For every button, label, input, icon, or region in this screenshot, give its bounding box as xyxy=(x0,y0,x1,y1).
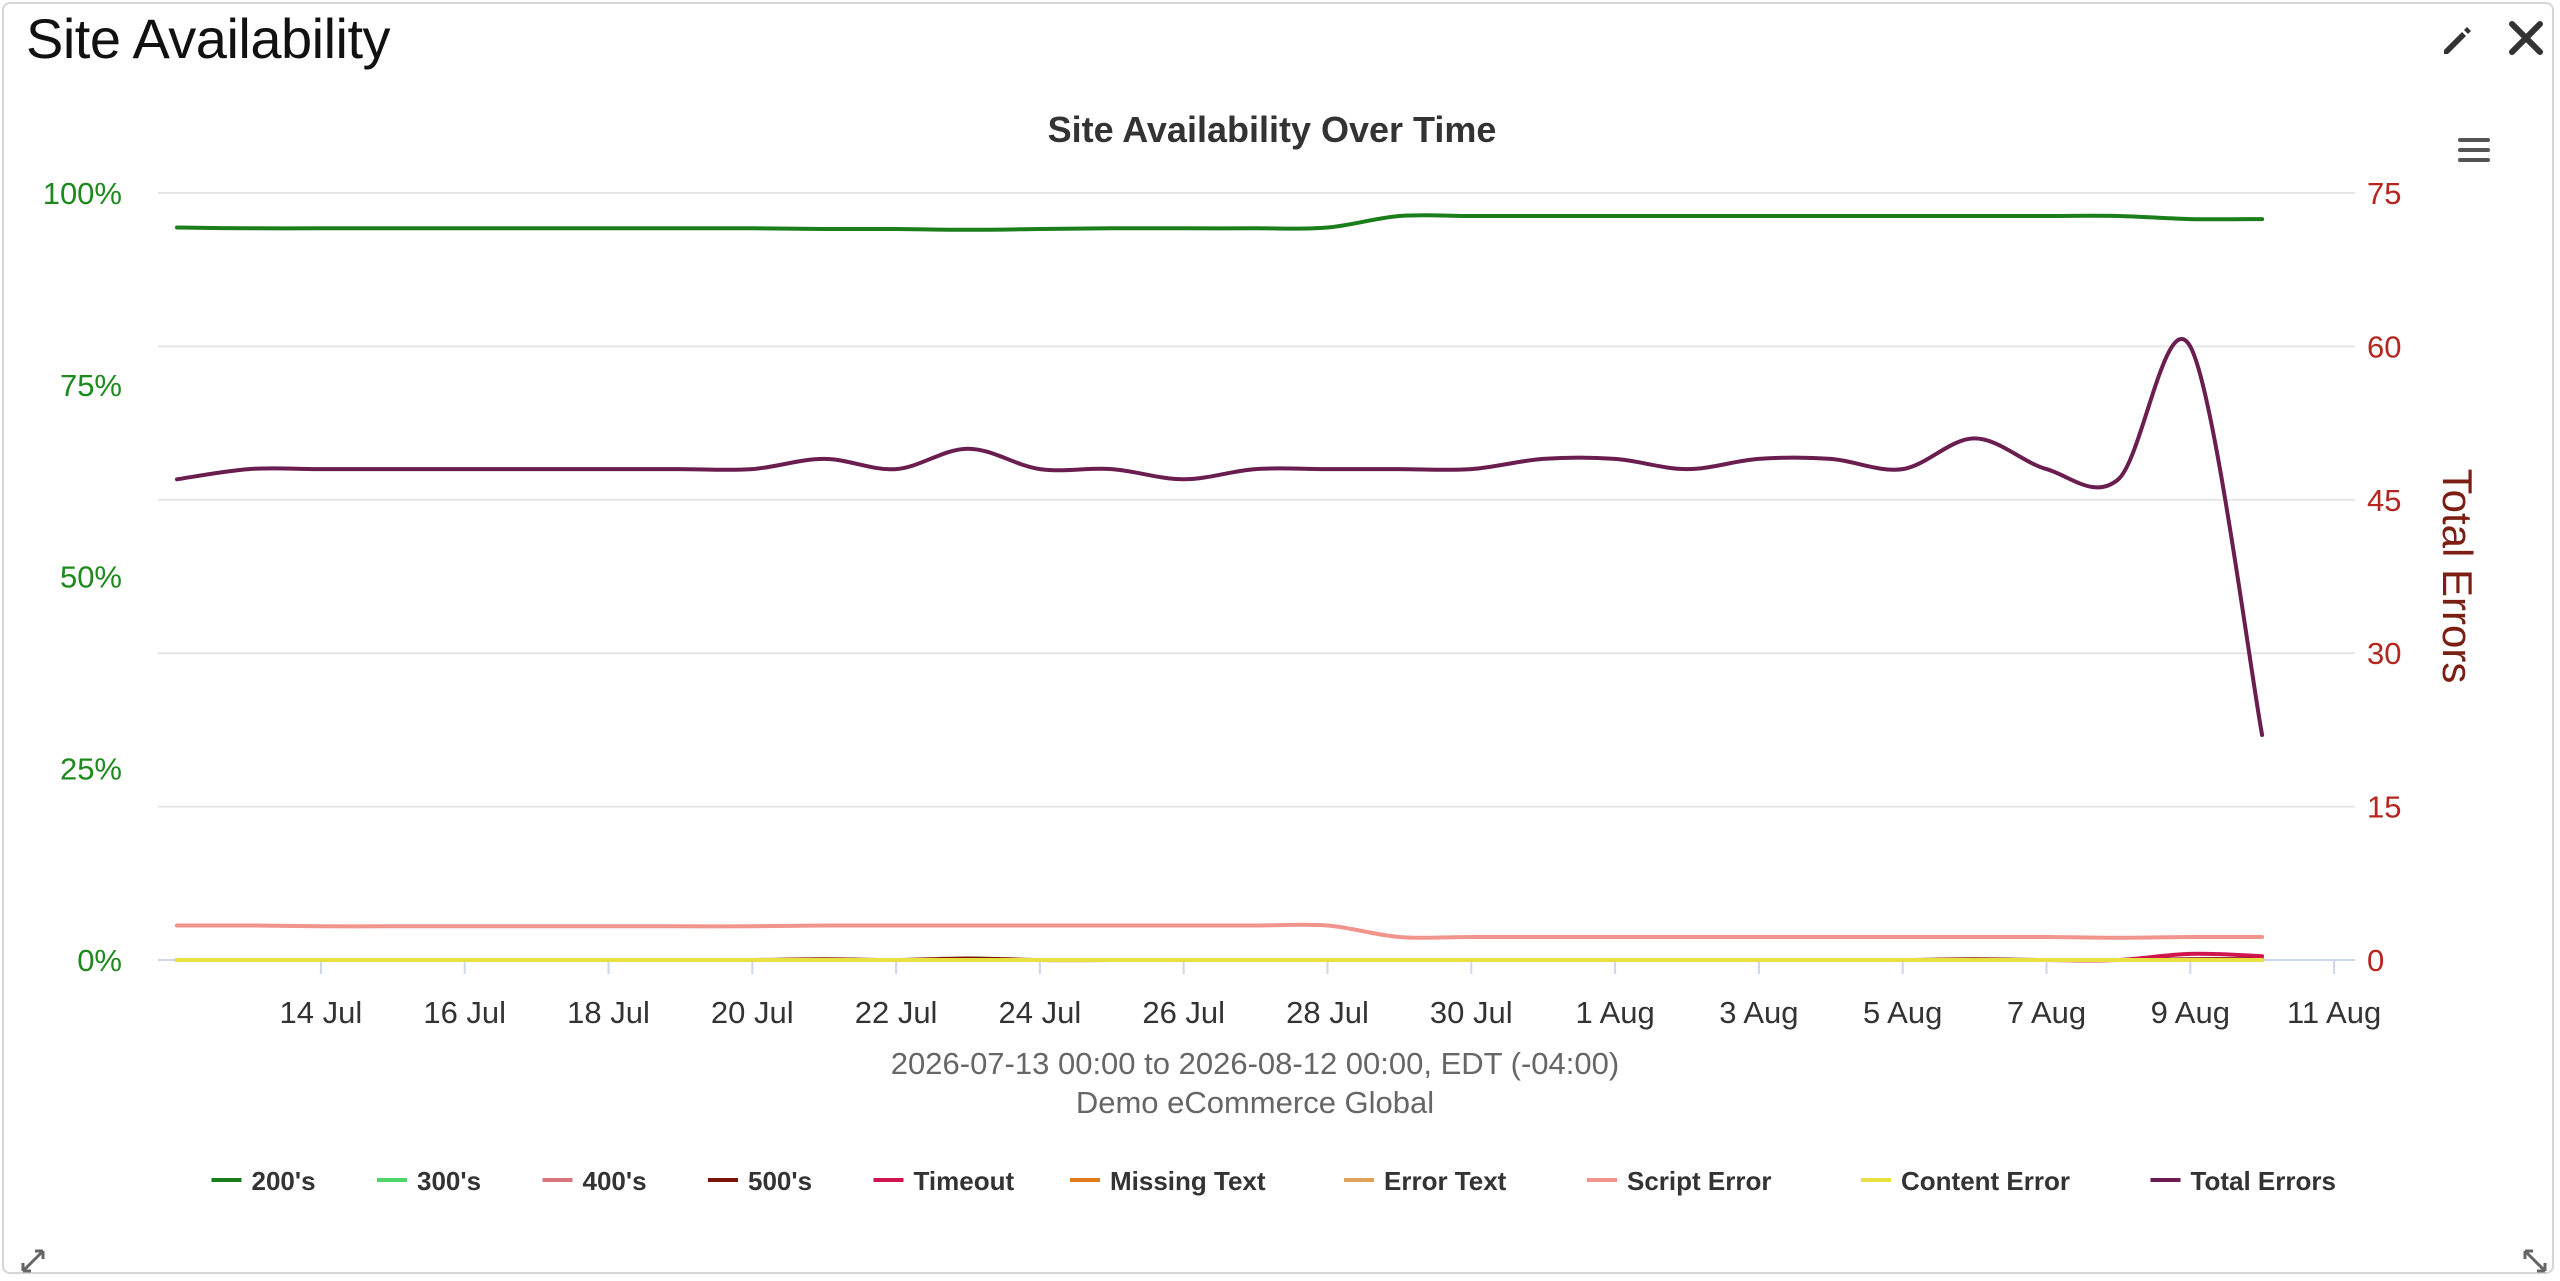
legend-label: 200's xyxy=(252,1166,316,1196)
legend-label: Content Error xyxy=(1901,1166,2070,1196)
series-line-200-s xyxy=(175,213,2265,232)
legend-item[interactable]: Script Error xyxy=(1587,1166,1772,1196)
legend-label: 500's xyxy=(748,1166,812,1196)
widget-title: Site Availability xyxy=(26,7,391,70)
y-right-tick-label: 75 xyxy=(2367,176,2401,211)
x-tick-label: 7 Aug xyxy=(2007,995,2086,1030)
x-tick-label: 24 Jul xyxy=(999,995,1082,1030)
y-left-tick-label: 75% xyxy=(60,368,122,403)
legend-item[interactable]: Content Error xyxy=(1861,1166,2070,1196)
chart-subtitle-site: Demo eCommerce Global xyxy=(1076,1085,1434,1120)
legend-item[interactable]: 500's xyxy=(708,1166,812,1196)
x-tick-label: 14 Jul xyxy=(280,995,363,1030)
legend-item[interactable]: 200's xyxy=(211,1166,316,1196)
legend-label: Error Text xyxy=(1384,1166,1507,1196)
legend: 200's 300's 400's 500's Timeout Missing Text E… xyxy=(211,1166,2336,1196)
legend-item[interactable]: Missing Text xyxy=(1070,1166,1266,1196)
legend-item[interactable]: Total Errors xyxy=(2150,1166,2336,1196)
pencil-icon[interactable] xyxy=(2436,20,2476,60)
resize-corner-icon[interactable] xyxy=(2520,1246,2550,1276)
series-lines xyxy=(175,213,2265,963)
x-tick-label: 28 Jul xyxy=(1286,995,1369,1030)
x-tick-label: 18 Jul xyxy=(567,995,650,1030)
x-tick-label: 1 Aug xyxy=(1575,995,1654,1030)
y-left-tick-label: 50% xyxy=(60,560,122,595)
x-tick-label: 5 Aug xyxy=(1863,995,1942,1030)
x-tick-label: 16 Jul xyxy=(423,995,506,1030)
legend-label: Total Errors xyxy=(2191,1166,2336,1196)
axes: 0 15 30 45 60 75 0% 25% 50% 75% 100% Total Errors 14… xyxy=(43,176,2481,1030)
y-right-tick-label: 60 xyxy=(2367,329,2401,364)
x-tick-label: 26 Jul xyxy=(1142,995,1225,1030)
legend-item[interactable]: 400's xyxy=(542,1166,647,1196)
y-right-tick-label: 30 xyxy=(2367,636,2401,671)
x-tick-label: 3 Aug xyxy=(1719,995,1798,1030)
legend-item[interactable]: Error Text xyxy=(1344,1166,1507,1196)
series-line-script-error xyxy=(175,922,2265,940)
chart-title: Site Availability Over Time xyxy=(1048,109,1497,150)
y-right-tick-label: 0 xyxy=(2367,943,2384,978)
close-icon[interactable] xyxy=(2504,16,2548,60)
y-right-axis-title: Total Errors xyxy=(2434,469,2481,684)
y-left-tick-label: 100% xyxy=(43,176,122,211)
grid-lines xyxy=(158,192,2355,961)
legend-label: Missing Text xyxy=(1110,1166,1266,1196)
resize-arrow-icon[interactable] xyxy=(18,1246,48,1276)
legend-item[interactable]: Timeout xyxy=(873,1166,1015,1196)
legend-label: 400's xyxy=(583,1166,647,1196)
y-left-tick-label: 0% xyxy=(77,943,122,978)
x-tick-label: 30 Jul xyxy=(1430,995,1513,1030)
hamburger-menu-icon[interactable] xyxy=(2452,130,2496,170)
x-tick-label: 9 Aug xyxy=(2151,995,2230,1030)
legend-item[interactable]: 300's xyxy=(377,1166,481,1196)
chart-subtitle-range: 2026-07-13 00:00 to 2026-08-12 00:00, ED… xyxy=(891,1046,1619,1081)
y-right-tick-label: 45 xyxy=(2367,483,2401,518)
x-tick-label: 20 Jul xyxy=(711,995,794,1030)
legend-label: 300's xyxy=(417,1166,481,1196)
legend-label: Script Error xyxy=(1627,1166,1772,1196)
series-line-total-errors xyxy=(175,337,2265,737)
y-left-tick-label: 25% xyxy=(60,751,122,786)
legend-label: Timeout xyxy=(914,1166,1015,1196)
y-right-tick-label: 15 xyxy=(2367,790,2401,825)
x-tick-label: 11 Aug xyxy=(2287,995,2381,1030)
x-tick-label: 22 Jul xyxy=(855,995,938,1030)
